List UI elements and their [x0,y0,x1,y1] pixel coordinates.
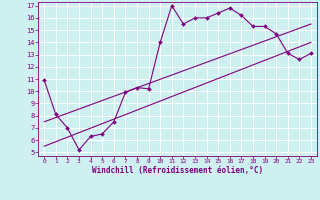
X-axis label: Windchill (Refroidissement éolien,°C): Windchill (Refroidissement éolien,°C) [92,166,263,175]
